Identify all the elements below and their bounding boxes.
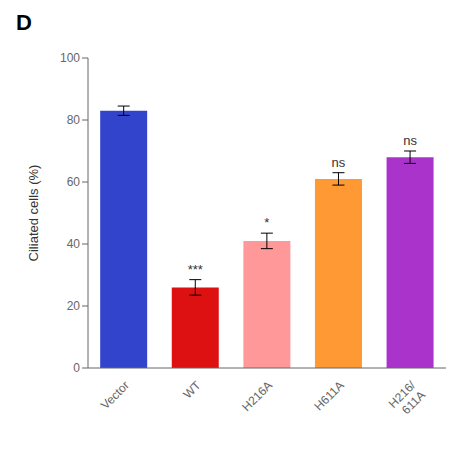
- svg-text:Ciliated cells (%): Ciliated cells (%): [26, 165, 41, 262]
- html-text:D: D: [16, 10, 32, 35]
- svg-text:40: 40: [67, 237, 81, 251]
- svg-text:0: 0: [73, 361, 80, 375]
- svg-text:Vector: Vector: [98, 378, 132, 412]
- svg-text:H216A: H216A: [239, 378, 275, 414]
- svg-text:ns: ns: [403, 133, 417, 148]
- svg-text:20: 20: [67, 299, 81, 313]
- svg-text:***: ***: [188, 262, 203, 277]
- svg-text:*: *: [264, 215, 269, 230]
- svg-text:100: 100: [60, 51, 80, 65]
- svg-text:WT: WT: [180, 378, 204, 402]
- svg-text:ns: ns: [332, 155, 346, 170]
- svg-text:60: 60: [67, 175, 81, 189]
- svg-text:H611A: H611A: [312, 378, 347, 413]
- svg-text:H216/611A: H216/611A: [386, 378, 429, 421]
- svg-text:80: 80: [67, 113, 81, 127]
